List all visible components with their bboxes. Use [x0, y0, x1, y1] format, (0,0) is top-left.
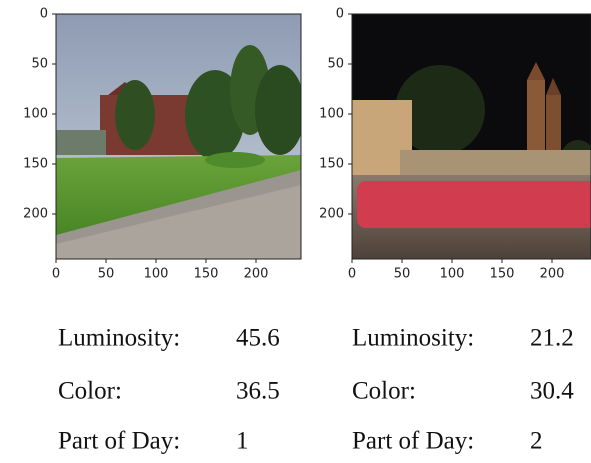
stat-value: 30.4: [530, 378, 574, 405]
y-tick-label: 200: [23, 207, 48, 222]
y-tick-label: 200: [319, 207, 344, 222]
stat-label: Luminosity:: [58, 325, 180, 352]
y-tick-label: 0: [40, 7, 48, 22]
stat-value: 2: [530, 428, 543, 455]
x-tick-label: 200: [244, 267, 269, 282]
stat-label: Part of Day:: [352, 428, 474, 455]
x-tick-label: 200: [540, 267, 565, 282]
stat-label: Part of Day:: [58, 428, 180, 455]
x-tick-label: 0: [52, 267, 60, 282]
x-tick-label: 50: [98, 267, 115, 282]
stat-value: 36.5: [236, 378, 280, 405]
stat-value: 21.2: [530, 325, 574, 352]
y-tick-label: 100: [319, 107, 344, 122]
stat-value: 45.6: [236, 325, 280, 352]
screen: 050100150200050100150200Luminosity:45.6C…: [0, 0, 591, 463]
y-tick-label: 0: [336, 7, 344, 22]
stat-label: Color:: [58, 378, 122, 405]
x-tick-label: 100: [440, 267, 465, 282]
x-tick-label: 100: [144, 267, 169, 282]
y-tick-label: 150: [23, 157, 48, 172]
y-tick-label: 50: [31, 57, 48, 72]
x-tick-label: 150: [490, 267, 515, 282]
page: 050100150200050100150200Luminosity:45.6C…: [0, 0, 591, 463]
stat-label: Luminosity:: [352, 325, 474, 352]
photo-day: [56, 14, 305, 259]
photo-night: [352, 14, 591, 259]
x-tick-label: 0: [348, 267, 356, 282]
y-tick-label: 50: [327, 57, 344, 72]
y-tick-label: 100: [23, 107, 48, 122]
x-tick-label: 150: [194, 267, 219, 282]
stat-value: 1: [236, 428, 249, 455]
stat-label: Color:: [352, 378, 416, 405]
x-tick-label: 50: [394, 267, 411, 282]
y-tick-label: 150: [319, 157, 344, 172]
